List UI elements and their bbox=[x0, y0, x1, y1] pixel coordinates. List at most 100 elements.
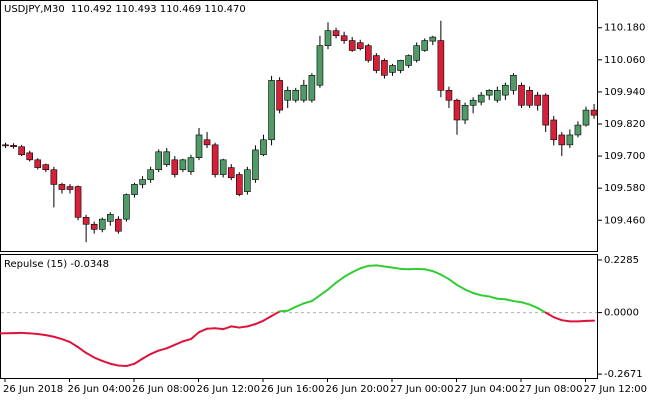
repulse-line bbox=[351, 267, 362, 274]
candle-body bbox=[115, 218, 122, 232]
candle-body bbox=[300, 84, 308, 101]
repulse-line bbox=[294, 302, 305, 308]
repulse-line bbox=[552, 316, 563, 322]
repulse-line bbox=[310, 294, 321, 303]
candle-body bbox=[356, 42, 364, 49]
candle-body bbox=[58, 184, 66, 190]
candle-body bbox=[542, 94, 549, 126]
repulse-line bbox=[60, 338, 71, 344]
repulse-line bbox=[109, 362, 120, 367]
candle-body bbox=[469, 99, 477, 106]
repulse-line bbox=[69, 341, 80, 349]
candle-body bbox=[171, 159, 179, 175]
candle-body bbox=[227, 167, 235, 179]
repulse-line bbox=[528, 303, 539, 309]
candle-body bbox=[437, 40, 445, 91]
repulse-line bbox=[222, 325, 233, 331]
candle-body bbox=[252, 149, 259, 180]
repulse-line bbox=[36, 333, 47, 337]
repulse-line bbox=[141, 353, 152, 360]
repulse-line bbox=[302, 300, 313, 305]
candle-body bbox=[260, 139, 267, 156]
candle-body bbox=[244, 169, 251, 192]
candle-body bbox=[526, 90, 533, 106]
candle-body bbox=[381, 60, 388, 76]
repulse-line bbox=[512, 300, 523, 304]
repulse-line bbox=[52, 335, 63, 341]
candle-body bbox=[74, 186, 82, 218]
repulse-line bbox=[359, 264, 370, 270]
candle-body bbox=[123, 194, 130, 220]
candle-body bbox=[42, 164, 50, 171]
repulse-line bbox=[214, 327, 225, 331]
candle-body bbox=[566, 134, 574, 146]
y-tick-label: 0.0000 bbox=[604, 308, 639, 319]
y-tick-label: 110.180 bbox=[604, 23, 645, 34]
y-tick-label: 109.820 bbox=[604, 119, 645, 130]
repulse-line bbox=[254, 319, 265, 326]
candle-body bbox=[582, 109, 590, 126]
repulse-line bbox=[278, 309, 289, 313]
candle-body bbox=[18, 146, 25, 156]
y-tick-label: 0.2285 bbox=[604, 255, 639, 266]
repulse-line bbox=[262, 315, 273, 322]
x-tick-label: 27 Jun 00:00 bbox=[390, 384, 454, 395]
candle-body bbox=[348, 40, 356, 51]
candle-body bbox=[365, 45, 372, 61]
candle-body bbox=[485, 90, 493, 96]
symbol: USDJPY,M30 bbox=[4, 4, 65, 15]
candle-body bbox=[550, 119, 558, 141]
repulse-line bbox=[343, 271, 354, 278]
candle-body bbox=[324, 30, 332, 46]
candle-body bbox=[26, 152, 33, 161]
repulse-line bbox=[101, 359, 112, 365]
candle-body bbox=[574, 124, 582, 136]
x-tick-label: 26 Jun 08:00 bbox=[132, 384, 196, 395]
candle-body bbox=[405, 55, 412, 66]
repulse-line bbox=[157, 347, 168, 352]
x-tick-label: 27 Jun 04:00 bbox=[455, 384, 519, 395]
repulse-line bbox=[431, 270, 442, 276]
x-tick-label: 26 Jun 04:00 bbox=[68, 384, 132, 395]
y-tick-label: 109.460 bbox=[604, 215, 645, 226]
indicator-title: Repulse (15) -0.0348 bbox=[4, 259, 109, 270]
repulse-line bbox=[456, 283, 467, 291]
candle-body bbox=[332, 30, 340, 37]
candle-body bbox=[147, 169, 154, 180]
repulse-line bbox=[44, 334, 55, 338]
x-tick-label: 26 Jun 20:00 bbox=[326, 384, 390, 395]
repulse-line bbox=[230, 325, 241, 329]
candle-body bbox=[195, 134, 203, 158]
repulse-line bbox=[439, 273, 450, 281]
candle-body bbox=[558, 134, 566, 146]
repulse-line bbox=[77, 346, 88, 354]
x-tick-label: 26 Jun 16:00 bbox=[261, 384, 325, 395]
y-tick-label: -0.2671 bbox=[604, 369, 643, 380]
repulse-line bbox=[544, 311, 555, 319]
candle-body bbox=[155, 151, 162, 171]
repulse-line bbox=[480, 294, 491, 298]
candle-body bbox=[187, 157, 195, 172]
candle-body bbox=[518, 84, 525, 106]
repulse-line bbox=[85, 351, 96, 359]
candle-body bbox=[131, 184, 138, 195]
repulse-line bbox=[488, 295, 499, 300]
candle-body bbox=[389, 65, 396, 73]
repulse-line bbox=[125, 362, 136, 368]
candle-body bbox=[276, 80, 283, 111]
candle-body bbox=[284, 90, 291, 101]
y-tick-label: 109.580 bbox=[604, 183, 645, 194]
candle-body bbox=[494, 90, 501, 101]
candle-body bbox=[292, 90, 300, 101]
candle-body bbox=[107, 214, 114, 222]
y-tick-label: 109.940 bbox=[604, 87, 645, 98]
repulse-line bbox=[375, 264, 386, 268]
candle-body bbox=[445, 90, 453, 101]
candle-body bbox=[429, 36, 437, 42]
candle-body bbox=[10, 145, 17, 148]
repulse-line bbox=[189, 331, 200, 341]
candle-body bbox=[397, 60, 404, 71]
candle-body bbox=[82, 217, 90, 225]
ohlc-info: 110.492 110.493 110.469 110.470 bbox=[71, 4, 246, 15]
